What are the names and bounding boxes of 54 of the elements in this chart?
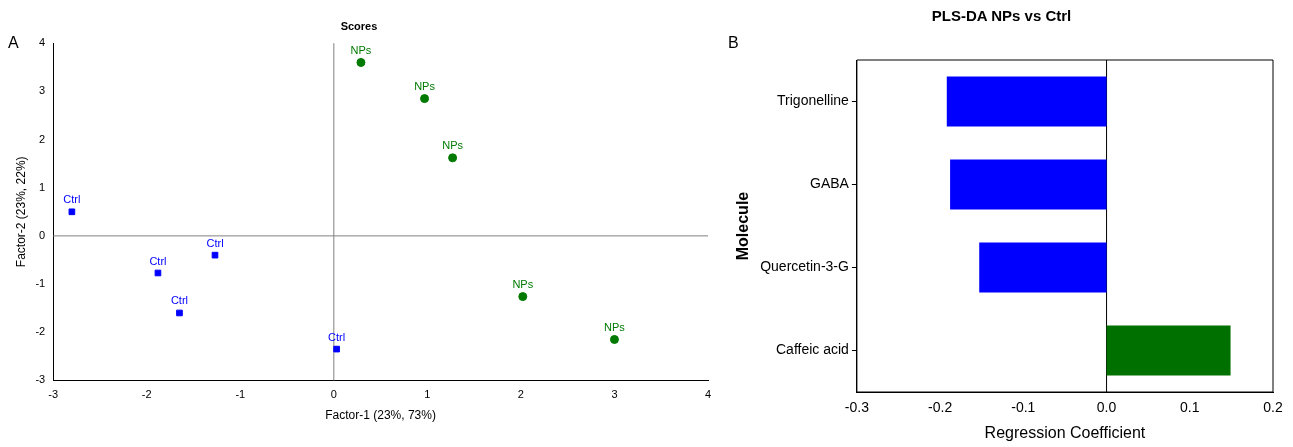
x-axis-title: Factor-1 (23%, 73%) xyxy=(325,408,436,423)
x-tick-label: -0.2 xyxy=(928,399,953,416)
y-tick-label: 0 xyxy=(39,228,46,241)
series-label: Ctrl xyxy=(63,193,81,206)
chart-title: PLS-DA NPs vs Ctrl xyxy=(931,7,1072,25)
y-tick-label: -2 xyxy=(35,325,46,338)
point xyxy=(211,251,219,259)
x-tick-label: 0.2 xyxy=(1263,399,1283,416)
x-tick-label: 0.1 xyxy=(1180,399,1200,416)
y-tick-label: Caffeic acid xyxy=(775,341,849,358)
x-tick-label: 4 xyxy=(704,388,712,401)
y-tick-label: 2 xyxy=(39,132,46,145)
text: NPs xyxy=(442,139,464,152)
x-tick-label: 2 xyxy=(517,388,524,401)
x-tick-label: 1 xyxy=(424,388,431,401)
x-axis-title: Regression Coefficient xyxy=(984,423,1146,441)
y-tick-label: -3 xyxy=(35,373,46,386)
text: Ctrl xyxy=(170,294,189,307)
y-axis-title: Factor-2 (23%, 22%) xyxy=(13,156,28,268)
x-tick-label: -2 xyxy=(141,388,152,401)
y-tick-label: -1 xyxy=(35,277,46,290)
y-tick-label: 4 xyxy=(39,36,46,49)
point xyxy=(420,94,430,104)
point xyxy=(609,334,619,344)
point xyxy=(68,208,76,216)
y-tick-label: Trigonelline xyxy=(777,92,850,109)
x-tick-label: -0.1 xyxy=(1011,399,1036,416)
text: Ctrl xyxy=(149,254,167,267)
text: NPs xyxy=(512,278,534,291)
x-tick-label: 0 xyxy=(330,388,337,401)
text: Ctrl xyxy=(206,236,224,249)
text: NPs xyxy=(604,320,625,333)
x-tick-label: 0.0 xyxy=(1096,399,1117,416)
x-tick-label: -1 xyxy=(235,388,246,401)
point xyxy=(448,153,458,163)
point xyxy=(333,345,340,353)
point xyxy=(176,309,183,317)
y-tick-label: GABA xyxy=(809,175,850,192)
y-tick-label: 3 xyxy=(39,84,46,97)
point xyxy=(356,57,366,67)
point xyxy=(154,269,162,277)
series-label: NPs xyxy=(414,80,436,93)
y-tick-label: Quercetin-3-G xyxy=(760,258,849,275)
x-tick-label: -0.3 xyxy=(844,399,870,416)
point xyxy=(518,292,528,302)
text: B xyxy=(728,34,739,52)
y-axis-title: Molecule xyxy=(734,191,752,261)
text: Ctrl xyxy=(328,330,346,343)
text: A xyxy=(8,34,19,52)
text: NPs xyxy=(350,44,372,56)
x-tick-label: -3 xyxy=(48,388,59,401)
y-tick-label: 1 xyxy=(39,180,46,193)
x-tick-label: 3 xyxy=(611,388,618,401)
chart-title: Scores xyxy=(340,19,378,32)
